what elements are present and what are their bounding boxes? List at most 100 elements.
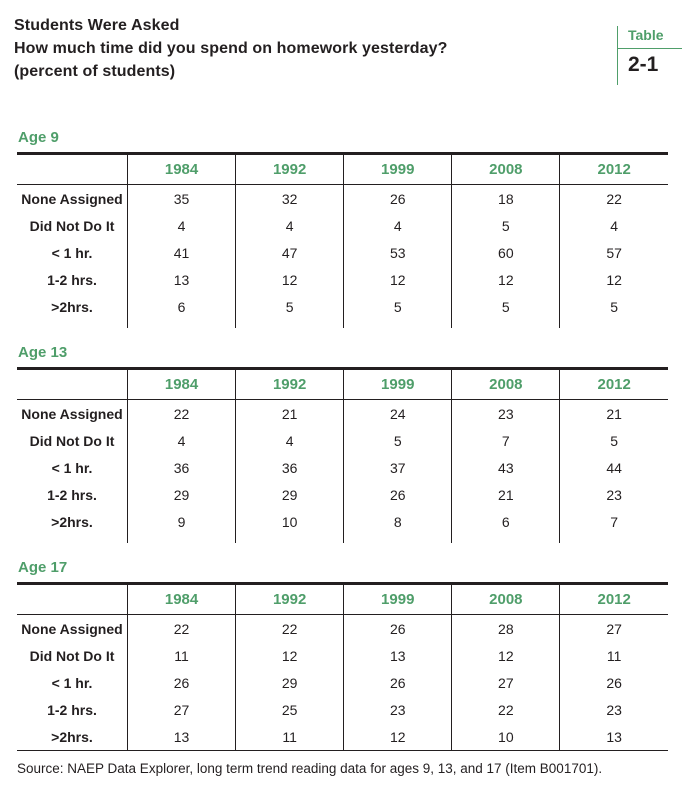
table-row: 1-2 hrs. 13 12 12 12 12 bbox=[17, 266, 668, 293]
corner-cell bbox=[17, 583, 128, 615]
value-cell: 26 bbox=[559, 669, 668, 696]
title-line-3: (percent of students) bbox=[14, 63, 176, 80]
row-label: 1-2 hrs. bbox=[47, 271, 97, 288]
value-cell: 36 bbox=[126, 454, 236, 481]
table-row: Did Not Do It 4 4 4 5 4 bbox=[17, 212, 668, 239]
value-cell: 37 bbox=[343, 454, 452, 481]
row-label: Did Not Do It bbox=[29, 432, 115, 449]
badge-divider bbox=[618, 48, 682, 49]
row-label: Did Not Do It bbox=[29, 217, 115, 234]
table-row: Did Not Do It 11 12 13 12 11 bbox=[17, 642, 668, 669]
row-label: >2hrs. bbox=[17, 723, 128, 751]
age-17-table: 1984 1992 1999 2008 2012 None Assigned 22 22 26… bbox=[17, 582, 668, 751]
table-row: < 1 hr. 41 47 53 60 57 bbox=[17, 239, 668, 266]
value-cell: 26 bbox=[343, 669, 452, 696]
section-age-9: Age 9 1984 1992 1999 2008 2012 None Assigned… bbox=[0, 129, 685, 328]
year-header: 1984 bbox=[126, 583, 236, 615]
value-cell: 23 bbox=[451, 399, 560, 427]
value-cell: 26 bbox=[343, 614, 452, 642]
value-cell: 4 bbox=[559, 212, 668, 239]
year-header: 1992 bbox=[235, 368, 344, 400]
value-cell: 22 bbox=[126, 614, 236, 642]
value-cell: 27 bbox=[451, 669, 560, 696]
value-cell: 12 bbox=[451, 266, 560, 293]
year-header: 1999 bbox=[343, 368, 452, 400]
value-cell: 44 bbox=[559, 454, 668, 481]
value-cell: 12 bbox=[235, 266, 344, 293]
value-cell: 12 bbox=[343, 266, 452, 293]
row-label: 1-2 hrs. bbox=[47, 701, 97, 718]
value-cell: 4 bbox=[343, 212, 452, 239]
age-9-table: 1984 1992 1999 2008 2012 None Assigned 35 32 26… bbox=[17, 152, 668, 328]
question-title-block: Students Were Asked How much time did yo… bbox=[14, 14, 595, 83]
year-header: 1999 bbox=[343, 583, 452, 615]
source-note: Source: NAEP Data Explorer, long term tr… bbox=[17, 761, 603, 776]
age-heading: Age 13 bbox=[18, 344, 68, 361]
value-cell: 18 bbox=[451, 184, 560, 212]
year-header: 2012 bbox=[559, 153, 668, 185]
value-cell: 32 bbox=[235, 184, 344, 212]
value-cell: 13 bbox=[343, 642, 452, 669]
value-cell: 5 bbox=[559, 293, 668, 320]
value-cell: 22 bbox=[559, 184, 668, 212]
section-age-13: Age 13 1984 1992 1999 2008 2012 None Assigne… bbox=[0, 344, 685, 543]
row-label: None Assigned bbox=[21, 620, 123, 637]
table-row: 1-2 hrs. 27 25 23 22 23 bbox=[17, 696, 668, 723]
year-header: 1984 bbox=[126, 153, 236, 185]
table-row: >2hrs. 13 11 12 10 13 bbox=[17, 723, 668, 751]
value-cell: 23 bbox=[559, 481, 668, 508]
value-cell: 9 bbox=[126, 508, 236, 535]
value-cell: 6 bbox=[451, 508, 560, 535]
value-cell: 12 bbox=[451, 642, 560, 669]
value-cell: 5 bbox=[559, 427, 668, 454]
year-header: 1992 bbox=[235, 153, 344, 185]
value-cell: 21 bbox=[235, 399, 344, 427]
section-age-17: Age 17 1984 1992 1999 2008 2012 None Assigne… bbox=[0, 559, 685, 751]
value-cell: 12 bbox=[343, 723, 452, 751]
value-cell: 24 bbox=[343, 399, 452, 427]
value-cell: 4 bbox=[235, 212, 344, 239]
year-header: 1992 bbox=[235, 583, 344, 615]
year-header: 2008 bbox=[451, 153, 560, 185]
year-header-row: 1984 1992 1999 2008 2012 bbox=[17, 368, 668, 400]
value-cell: 29 bbox=[126, 481, 236, 508]
table-number-badge: Table 2-1 bbox=[617, 26, 682, 85]
year-header: 1999 bbox=[343, 153, 452, 185]
value-cell: 13 bbox=[559, 723, 668, 751]
value-cell: 11 bbox=[126, 642, 236, 669]
year-header-row: 1984 1992 1999 2008 2012 bbox=[17, 583, 668, 615]
value-cell: 27 bbox=[559, 614, 668, 642]
value-cell: 35 bbox=[126, 184, 236, 212]
year-header: 2008 bbox=[451, 368, 560, 400]
table-row: >2hrs. 9 10 8 6 7 bbox=[17, 508, 668, 535]
age-13-table: 1984 1992 1999 2008 2012 None Assigned 22 21 24… bbox=[17, 367, 668, 543]
value-cell: 7 bbox=[559, 508, 668, 535]
row-label: 1-2 hrs. bbox=[47, 486, 97, 503]
value-cell: 47 bbox=[235, 239, 344, 266]
value-cell: 36 bbox=[235, 454, 344, 481]
age-heading: Age 9 bbox=[18, 129, 59, 146]
value-cell: 23 bbox=[343, 696, 452, 723]
value-cell: 22 bbox=[451, 696, 560, 723]
value-cell: 26 bbox=[126, 669, 236, 696]
value-cell: 4 bbox=[126, 212, 236, 239]
value-cell: 11 bbox=[559, 642, 668, 669]
table-row: None Assigned 35 32 26 18 22 bbox=[17, 184, 668, 212]
value-cell: 4 bbox=[126, 427, 236, 454]
value-cell: 29 bbox=[235, 481, 344, 508]
value-cell: 53 bbox=[343, 239, 452, 266]
value-cell: 26 bbox=[343, 184, 452, 212]
corner-cell bbox=[17, 153, 128, 185]
row-label: >2hrs. bbox=[51, 298, 93, 315]
value-cell: 5 bbox=[451, 293, 560, 320]
value-cell: 22 bbox=[126, 399, 236, 427]
value-cell: 7 bbox=[451, 427, 560, 454]
value-cell: 8 bbox=[343, 508, 452, 535]
year-header-row: 1984 1992 1999 2008 2012 bbox=[17, 153, 668, 185]
row-label: < 1 hr. bbox=[51, 459, 93, 476]
row-label: < 1 hr. bbox=[51, 674, 93, 691]
table-row: None Assigned 22 21 24 23 21 bbox=[17, 399, 668, 427]
value-cell: 5 bbox=[343, 293, 452, 320]
year-header: 1984 bbox=[126, 368, 236, 400]
